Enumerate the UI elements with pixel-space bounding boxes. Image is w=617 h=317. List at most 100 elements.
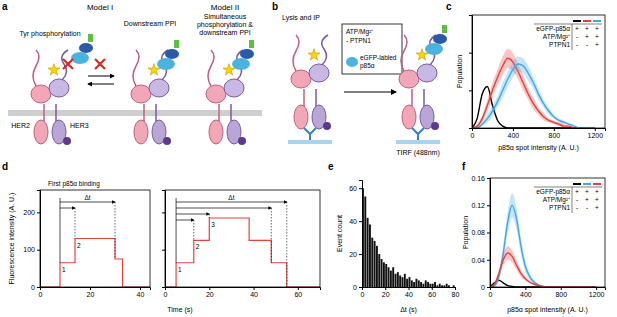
chart: 020400100200Δt12First p85α binding [23,180,150,298]
label: Tyr phosphorylation [19,30,80,38]
x-axis-title: Δt (s) [400,306,417,314]
transmembrane [423,89,425,107]
bar [369,224,371,287]
delta-t-arrow [60,208,75,209]
condition-label: PTPN1 [549,204,570,211]
condition-mark: + [575,25,579,32]
label: HER3 [70,122,89,129]
tick: 0 [471,128,475,139]
bar [450,287,452,288]
tick-mark [455,287,456,290]
p85 [157,58,175,70]
tick-label: 40 [405,291,413,298]
tick [162,212,165,213]
step-label: 2 [77,242,81,249]
x-axis: 020406080 [361,287,460,298]
tick: 0 [481,284,490,291]
tick-mark [37,212,40,213]
condition-label: ATP/Mg²⁺ [543,33,570,41]
condition-label: eGFP-p85α [536,25,570,33]
error-band [472,56,595,128]
tick: 0 [164,287,168,298]
plot-area [40,239,150,288]
transmembrane [155,104,157,122]
tick: 0 [39,287,43,298]
plot-area [165,218,320,287]
tick-label: 40 [349,218,357,225]
bar [448,285,450,287]
series-line [490,253,596,287]
tick-label: 0.04 [471,256,485,263]
bar [425,280,427,287]
her2-ecd [134,120,148,144]
y-axis-title: Population [462,216,470,249]
tick-mark [162,212,165,213]
her2-tail [401,35,407,71]
tick-label: 20 [87,291,95,298]
tick [469,90,472,91]
axis-line [166,288,321,291]
tick-label: 200 [23,209,35,216]
her3-kinase [309,64,329,82]
bar [446,284,448,287]
axis-line [487,179,491,288]
ligand [163,137,171,145]
chart: 0204060Δt123 [162,190,321,298]
tick-label: 0 [361,291,365,298]
bar [376,246,378,287]
her2-ecd [34,120,48,144]
bar [388,267,390,287]
figure: abcdefModel IModel IITyr phosphorylation… [0,0,617,317]
bar [422,284,424,287]
bar [413,282,415,287]
tick [469,128,472,129]
tick: 0.08 [471,229,490,236]
axis-line [473,129,606,132]
tick [162,250,165,251]
transmembrane [218,104,220,122]
tick-mark [359,188,362,189]
tick [469,53,472,54]
ligand [431,122,439,130]
delta-t-label: Δt [228,194,234,201]
y-axis [469,16,473,129]
p85 [71,52,89,64]
tick-label: 800 [549,132,561,139]
panel-label: a [2,1,8,12]
antibody [304,128,316,140]
tick-label: 0 [489,291,493,298]
bar [427,282,429,287]
bar [436,285,438,287]
bar [411,280,413,287]
her2-tail [293,35,299,71]
phospho-site [48,64,60,75]
condition-mark: + [595,25,599,32]
condition-label: eGFP-p85α [536,188,570,196]
panel-label: b [272,1,278,12]
chart: 0400800120000.040.080.120.16eGFP-p85α+++… [471,175,605,298]
tick-mark [469,15,472,16]
membrane [8,110,262,116]
label: phosphorylation & [197,21,253,29]
condition-label: ATP/Mg²⁺ [543,196,570,204]
p85-probe [346,57,358,67]
bar [418,280,420,287]
plot-frame [40,190,150,287]
her2-ecd [294,105,308,129]
tick-label: 0 [353,284,357,291]
transmembrane [43,104,45,122]
plot-frame [472,15,605,128]
axis-line [363,288,456,291]
plot-frame [165,190,320,287]
her2-ecd [209,120,223,144]
bar [432,284,434,287]
her3-kinase [149,79,169,97]
condition-mark: + [575,188,579,195]
tick-mark [359,287,362,288]
her3-tail [322,35,328,65]
axis-line [469,16,473,129]
p110 [79,43,93,53]
diagram-a: Model IModel IITyr phosphorylationDownst… [8,3,262,145]
legend-swatch [583,183,591,185]
tick-label: 0 [481,284,485,291]
